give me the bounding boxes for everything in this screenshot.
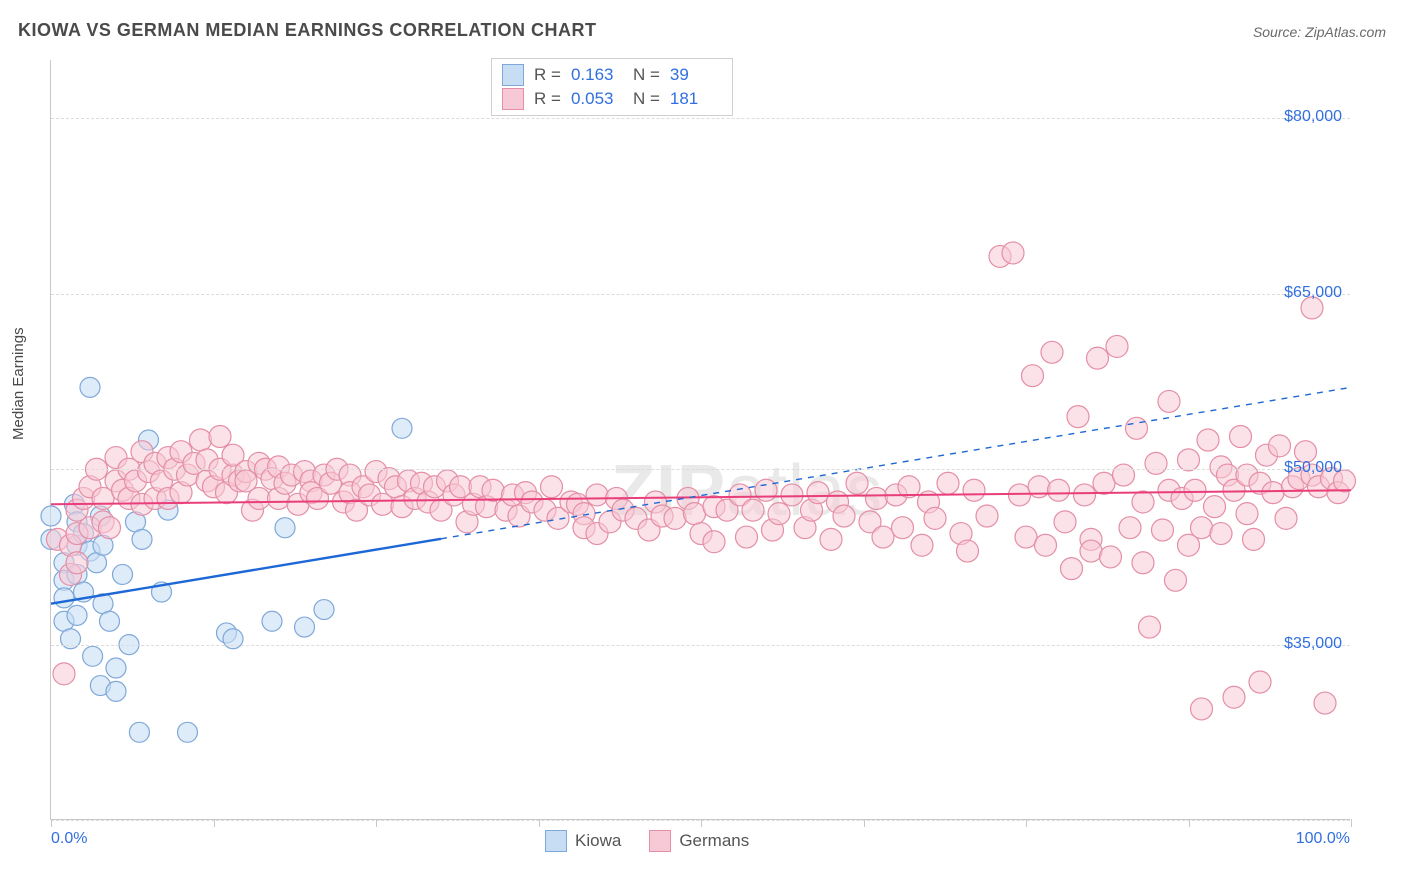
chart-title: KIOWA VS GERMAN MEDIAN EARNINGS CORRELAT… <box>18 20 597 41</box>
gridline-h <box>51 469 1350 470</box>
swatch-kiowa <box>545 830 567 852</box>
y-axis-label: Median Earnings <box>10 327 27 440</box>
swatch-germans <box>649 830 671 852</box>
x-max-label: 100.0% <box>1296 830 1350 848</box>
y-tick-label: $65,000 <box>1284 284 1342 302</box>
x-tick <box>376 819 377 827</box>
x-tick <box>539 819 540 827</box>
x-tick <box>1189 819 1190 827</box>
legend-label-germans: Germans <box>679 831 749 851</box>
chart-svg <box>51 60 1350 819</box>
x-tick <box>51 819 52 827</box>
y-tick-label: $35,000 <box>1284 635 1342 653</box>
chart-container: KIOWA VS GERMAN MEDIAN EARNINGS CORRELAT… <box>0 0 1406 892</box>
legend-item-germans: Germans <box>649 830 749 852</box>
gridline-h <box>51 645 1350 646</box>
gridline-h <box>51 118 1350 119</box>
source-label: Source: ZipAtlas.com <box>1253 24 1386 40</box>
x-tick <box>864 819 865 827</box>
y-tick-label: $50,000 <box>1284 459 1342 477</box>
x-tick <box>701 819 702 827</box>
x-min-label: 0.0% <box>51 830 87 848</box>
plot-area: ZIPatlas R = 0.163 N = 39 R = 0.053 N = … <box>50 60 1350 820</box>
x-tick <box>214 819 215 827</box>
gridline-h <box>51 294 1350 295</box>
series-legend: Kiowa Germans <box>545 830 749 852</box>
legend-label-kiowa: Kiowa <box>575 831 621 851</box>
y-tick-label: $80,000 <box>1284 108 1342 126</box>
legend-item-kiowa: Kiowa <box>545 830 621 852</box>
x-tick <box>1026 819 1027 827</box>
x-tick <box>1351 819 1352 827</box>
